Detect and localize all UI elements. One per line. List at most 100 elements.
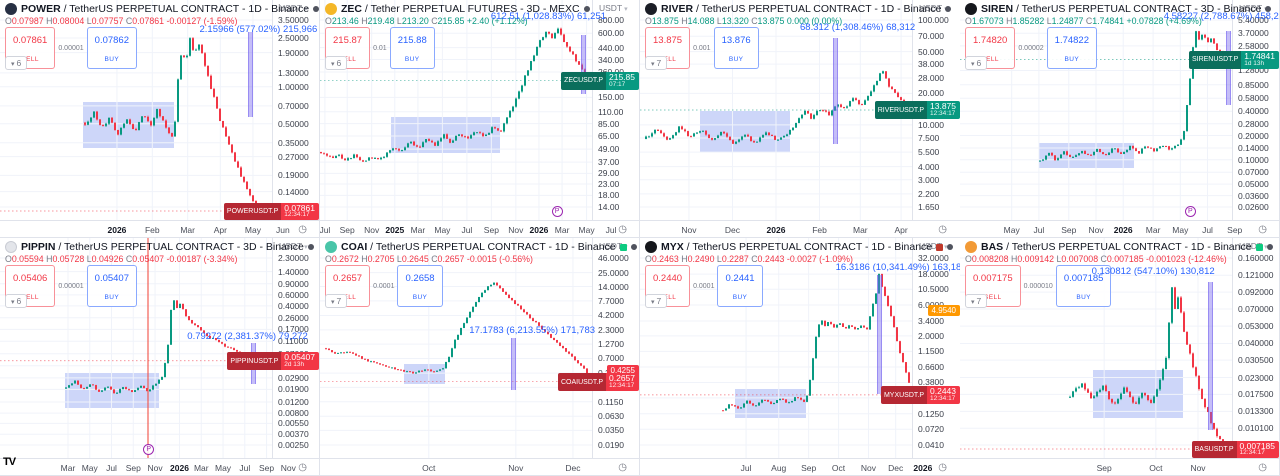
price-axis[interactable]: USDT ▾ 2.30000 1.40000 0.90000 0.60000 0.4000… bbox=[272, 238, 319, 458]
chart-plot[interactable] bbox=[0, 238, 272, 458]
price-range-label[interactable]: 16.3186 (10,341.49%) 163,186 bbox=[835, 262, 960, 273]
time-axis[interactable]: Jul Aug Sep Oct Nov Dec 2026 ◷ bbox=[640, 458, 960, 475]
chart-title[interactable]: BAS / TetherUS PERPETUAL CONTRACT - 1D -… bbox=[981, 241, 1252, 253]
tradingview-logo[interactable]: TV bbox=[3, 456, 16, 468]
source-dot-icon[interactable] bbox=[1265, 6, 1272, 12]
price-tick: 0.6600 bbox=[918, 361, 944, 372]
time-axis[interactable]: May Jul Sep Nov 2026 Mar May Jul Sep ◷ bbox=[960, 220, 1279, 237]
buy-button[interactable]: 215.88 BUY bbox=[389, 27, 435, 69]
buy-button[interactable]: 0.07862 BUY bbox=[86, 27, 137, 69]
time-tick: Jul bbox=[461, 225, 473, 235]
clock-icon[interactable]: ◷ bbox=[618, 224, 627, 235]
chart-title[interactable]: PIPPIN / TetherUS PERPETUAL CONTRACT - 3… bbox=[21, 241, 304, 253]
price-range-label[interactable]: 0.79272 (2,381.37%) 79,272 bbox=[187, 331, 308, 342]
clock-icon[interactable]: ◷ bbox=[298, 224, 307, 235]
chart-badge[interactable]: ▾ 7 bbox=[645, 294, 668, 308]
source-dot-icon[interactable] bbox=[307, 244, 314, 250]
time-axis[interactable]: Mar May Jul Sep Nov 2026 Mar May Jul Sep Nov ◷ bbox=[0, 458, 319, 475]
source-dot-icon[interactable] bbox=[630, 244, 637, 250]
price-range-label[interactable]: 68.312 (1,308.46%) 68,312 bbox=[800, 22, 916, 33]
chart-badge[interactable]: ▾ 7 bbox=[965, 294, 988, 308]
price-axis[interactable]: USDT ▾ 3.50000 2.50000 1.90000 1.30000 1.0000… bbox=[272, 0, 319, 220]
chart-title[interactable]: MYX / TetherUS PERPETUAL CONTRACT - 1D -… bbox=[661, 241, 932, 253]
chart-badge[interactable]: ▾ 6 bbox=[325, 56, 348, 70]
time-axis[interactable]: Oct Nov Dec ◷ bbox=[320, 458, 639, 475]
pattern-marker[interactable]: P bbox=[1184, 206, 1196, 217]
pattern-marker[interactable]: P bbox=[143, 444, 155, 455]
chart-plot[interactable] bbox=[320, 0, 592, 220]
source-dot-icon[interactable] bbox=[1266, 244, 1273, 250]
chart-badge[interactable]: ▾ 7 bbox=[645, 56, 668, 70]
time-axis[interactable]: 2026 Feb Mar Apr May Jun ◷ bbox=[0, 220, 319, 237]
buy-button[interactable]: 1.74822 BUY bbox=[1046, 27, 1097, 69]
source-dot-icon[interactable] bbox=[945, 6, 952, 12]
chart-title[interactable]: ZEC / Tether PERPETUAL FUTURES - 3D - ME… bbox=[341, 3, 580, 15]
price-axis[interactable]: USDT ▾ 0.160000 0.121000 0.092000 0.070000 0.… bbox=[1232, 238, 1279, 458]
time-axis[interactable]: Jul Sep Nov 2025 Mar May Jul Sep Nov 2026 Mar May Ju… bbox=[320, 220, 639, 237]
price-range-label[interactable]: 4.58227 (2,788.67%) 458,227 bbox=[1163, 11, 1280, 22]
price-axis[interactable]: USDT ▾5.400003.700002.580001.280000.8500… bbox=[1232, 0, 1279, 220]
time-tick: Nov bbox=[508, 463, 524, 473]
buy-button[interactable]: 0.2658 BUY bbox=[397, 265, 443, 307]
ohlc-key: C bbox=[1100, 254, 1107, 264]
axis-currency[interactable]: USDT ▾ bbox=[279, 3, 308, 13]
chart-title[interactable]: SIREN / TetherUS PERPETUAL CONTRACT - 3D… bbox=[981, 3, 1261, 15]
clock-icon[interactable]: ◷ bbox=[1258, 462, 1267, 473]
chevron-down-icon: ▾ bbox=[942, 244, 948, 251]
source-dot-icon[interactable] bbox=[583, 6, 590, 12]
market-status-icon bbox=[1255, 243, 1263, 251]
sell-button[interactable]: 13.875 SELL bbox=[645, 27, 691, 69]
price-range-label[interactable]: 0.130812 (547.10%) 130,812 bbox=[1091, 266, 1215, 277]
axis-currency[interactable]: USDT ▾ bbox=[919, 241, 948, 251]
chart-badge[interactable]: ▾ 7 bbox=[325, 294, 348, 308]
time-tick: Nov bbox=[1190, 463, 1206, 473]
trade-buttons: 0.2657 SELL 0.0001 0.2658 BUY bbox=[325, 265, 443, 307]
chart-badge[interactable]: ▾ 6 bbox=[965, 56, 988, 70]
price-range-line[interactable] bbox=[833, 37, 839, 144]
supply-demand-zone[interactable] bbox=[404, 364, 446, 385]
buy-button[interactable]: 0.2441 BUY bbox=[717, 265, 763, 307]
source-dot-icon[interactable] bbox=[313, 6, 319, 12]
buy-button[interactable]: 0.007185 BUY bbox=[1055, 265, 1112, 307]
supply-demand-zone[interactable] bbox=[65, 373, 160, 409]
clock-icon[interactable]: ◷ bbox=[938, 462, 947, 473]
buy-button[interactable]: 13.876 BUY bbox=[713, 27, 759, 69]
event-vertical-line[interactable] bbox=[147, 238, 150, 458]
chart-badge[interactable]: ▾ 6 bbox=[5, 294, 28, 308]
price-range-line[interactable] bbox=[1208, 282, 1214, 431]
chart-title[interactable]: RIVER / TetherUS PERPETUAL CONTRACT - 1D… bbox=[661, 3, 941, 15]
source-dot-icon[interactable] bbox=[947, 244, 954, 250]
axis-currency[interactable]: USDT ▾ bbox=[279, 241, 308, 251]
bar-countdown: 12:34:17 bbox=[284, 211, 310, 219]
price-axis[interactable]: USDT ▾32.000018.000010.50006.00003.40002… bbox=[912, 238, 960, 458]
ohlc-value: 1.67073 bbox=[971, 16, 1007, 26]
pattern-marker[interactable]: P bbox=[551, 206, 563, 217]
price-range-label[interactable]: 17.1783 (6,213.55%) 171,783 bbox=[469, 325, 596, 336]
price-range-label[interactable]: 2.15966 (577.02%) 215,966 bbox=[199, 24, 318, 35]
supply-demand-zone[interactable] bbox=[82, 102, 175, 148]
chart-plot[interactable] bbox=[640, 238, 912, 458]
sell-button[interactable]: 0.007175 SELL bbox=[965, 265, 1021, 307]
clock-icon[interactable]: ◷ bbox=[298, 462, 307, 473]
price-range-label[interactable]: 612.51 (1,028.83%) 61,251 bbox=[490, 11, 607, 22]
price-range-line[interactable] bbox=[877, 275, 883, 394]
chart-title[interactable]: COAI / TetherUS PERPETUAL CONTRACT - 1D … bbox=[341, 241, 616, 253]
chevron-down-icon: ▾ bbox=[302, 6, 308, 13]
price-axis[interactable]: USDT ▾46.000025.000014.00007.70004.20002… bbox=[592, 238, 639, 458]
supply-demand-zone[interactable] bbox=[699, 110, 790, 153]
time-axis[interactable]: Nov Dec 2026 Feb Mar Apr ◷ bbox=[640, 220, 960, 237]
price-range-line[interactable] bbox=[581, 34, 587, 95]
axis-currency[interactable]: USDT ▾ bbox=[1239, 241, 1268, 251]
clock-icon[interactable]: ◷ bbox=[1258, 224, 1267, 235]
chart-title[interactable]: POWER / TetherUS PERPETUAL CONTRACT - 1D… bbox=[21, 3, 309, 15]
chart-badge[interactable]: ▾ 6 bbox=[5, 56, 28, 70]
price-range-line[interactable] bbox=[511, 338, 517, 390]
buy-button[interactable]: 0.05407 BUY bbox=[86, 265, 137, 307]
clock-icon[interactable]: ◷ bbox=[618, 462, 627, 473]
price-range-line[interactable] bbox=[248, 31, 254, 117]
axis-currency[interactable]: USDT ▾ bbox=[599, 3, 628, 13]
time-axis[interactable]: Sep Oct Nov ◷ bbox=[960, 458, 1279, 475]
clock-icon[interactable]: ◷ bbox=[938, 224, 947, 235]
chart-pane-pippin: 0.79272 (2,381.37%) 79,272 P USDT ▾ 2.30000… bbox=[0, 238, 320, 476]
